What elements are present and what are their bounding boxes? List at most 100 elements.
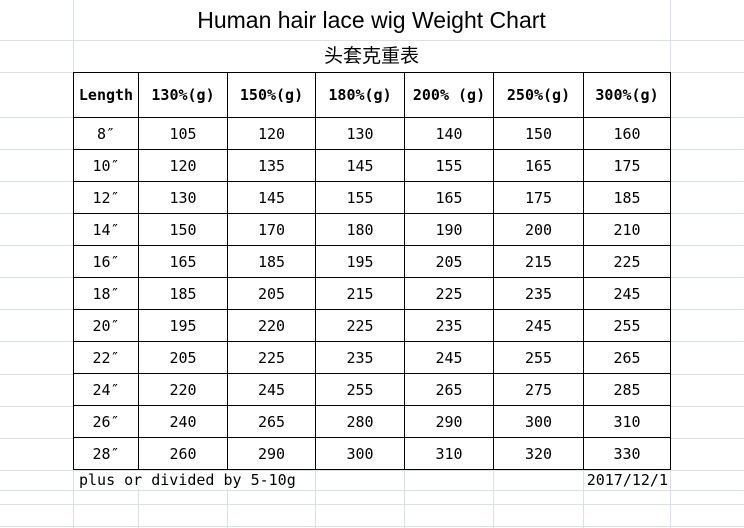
- weight-cell: 235: [404, 309, 494, 342]
- table-row: 26″ 240 265 280 290 300 310: [73, 405, 671, 438]
- weight-cell: 155: [404, 149, 494, 182]
- weight-cell: 225: [404, 277, 494, 310]
- length-cell: 20″: [73, 309, 139, 342]
- weight-cell: 185: [138, 277, 228, 310]
- weight-cell: 320: [493, 437, 584, 470]
- weight-cell: 150: [138, 213, 228, 246]
- weight-cell: 185: [583, 181, 671, 214]
- length-cell: 10″: [73, 149, 139, 182]
- table-row: 8″ 105 120 130 140 150 160: [73, 117, 671, 150]
- weight-cell: 195: [138, 309, 228, 342]
- weight-cell: 205: [227, 277, 316, 310]
- length-cell: 18″: [73, 277, 139, 310]
- weight-cell: 180: [315, 213, 405, 246]
- weight-cell: 165: [404, 181, 494, 214]
- weight-cell: 105: [138, 117, 228, 150]
- chart-subtitle: 头套克重表: [74, 41, 669, 72]
- weight-cell: 155: [315, 181, 405, 214]
- weight-cell: 245: [227, 373, 316, 406]
- weight-cell: 120: [227, 117, 316, 150]
- header-300pct: 300%(g): [583, 72, 671, 118]
- weight-cell: 165: [138, 245, 228, 278]
- weight-cell: 255: [315, 373, 405, 406]
- weight-cell: 205: [138, 341, 228, 374]
- table-row: 22″ 205 225 235 245 255 265: [73, 341, 671, 374]
- footer-date: 2017/12/1: [586, 471, 668, 489]
- table-row: 16″ 165 185 195 205 215 225: [73, 245, 671, 278]
- weight-cell: 290: [404, 405, 494, 438]
- table-row: 28″ 260 290 300 310 320 330: [73, 437, 671, 470]
- weight-cell: 145: [227, 181, 316, 214]
- weight-cell: 140: [404, 117, 494, 150]
- gridline-horizontal: [0, 470, 744, 471]
- header-130pct: 130%(g): [138, 72, 228, 118]
- length-cell: 14″: [73, 213, 139, 246]
- weight-cell: 170: [227, 213, 316, 246]
- weight-cell: 265: [227, 405, 316, 438]
- weight-cell: 255: [493, 341, 584, 374]
- header-length: Length: [73, 72, 139, 118]
- weight-cell: 215: [493, 245, 584, 278]
- table-row: 10″ 120 135 145 155 165 175: [73, 149, 671, 182]
- weight-cell: 300: [315, 437, 405, 470]
- weight-cell: 220: [227, 309, 316, 342]
- weight-cell: 205: [404, 245, 494, 278]
- weight-cell: 190: [404, 213, 494, 246]
- header-200pct: 200% (g): [404, 72, 494, 118]
- length-cell: 22″: [73, 341, 139, 374]
- footer-note: plus or divided by 5-10g: [74, 471, 315, 489]
- weight-cell: 245: [583, 277, 671, 310]
- weight-cell: 225: [583, 245, 671, 278]
- weight-cell: 330: [583, 437, 671, 470]
- weight-cell: 285: [583, 373, 671, 406]
- weight-cell: 245: [493, 309, 584, 342]
- weight-cell: 225: [227, 341, 316, 374]
- weight-cell: 200: [493, 213, 584, 246]
- weight-table: Length 130%(g) 150%(g) 180%(g) 200% (g) …: [73, 72, 671, 470]
- table-row: 20″ 195 220 225 235 245 255: [73, 309, 671, 342]
- weight-cell: 275: [493, 373, 584, 406]
- weight-cell: 255: [583, 309, 671, 342]
- weight-cell: 310: [404, 437, 494, 470]
- weight-cell: 120: [138, 149, 228, 182]
- weight-cell: 175: [583, 149, 671, 182]
- weight-cell: 135: [227, 149, 316, 182]
- weight-cell: 265: [404, 373, 494, 406]
- weight-cell: 260: [138, 437, 228, 470]
- header-180pct: 180%(g): [315, 72, 405, 118]
- weight-cell: 145: [315, 149, 405, 182]
- weight-cell: 215: [315, 277, 405, 310]
- table-row: 14″ 150 170 180 190 200 210: [73, 213, 671, 246]
- weight-cell: 220: [138, 373, 228, 406]
- weight-cell: 225: [315, 309, 405, 342]
- weight-cell: 265: [583, 341, 671, 374]
- weight-cell: 185: [227, 245, 316, 278]
- gridline-horizontal: [0, 40, 744, 41]
- weight-cell: 245: [404, 341, 494, 374]
- length-cell: 24″: [73, 373, 139, 406]
- weight-cell: 280: [315, 405, 405, 438]
- table-row: 24″ 220 245 255 265 275 285: [73, 373, 671, 406]
- length-cell: 28″: [73, 437, 139, 470]
- weight-cell: 235: [315, 341, 405, 374]
- header-row: Length 130%(g) 150%(g) 180%(g) 200% (g) …: [73, 72, 671, 118]
- weight-cell: 290: [227, 437, 316, 470]
- length-cell: 16″: [73, 245, 139, 278]
- length-cell: 26″: [73, 405, 139, 438]
- header-150pct: 150%(g): [227, 72, 316, 118]
- header-250pct: 250%(g): [493, 72, 584, 118]
- gridline-horizontal: [0, 490, 744, 491]
- weight-cell: 160: [583, 117, 671, 150]
- length-cell: 12″: [73, 181, 139, 214]
- weight-cell: 175: [493, 181, 584, 214]
- weight-cell: 130: [315, 117, 405, 150]
- length-cell: 8″: [73, 117, 139, 150]
- table-row: 18″ 185 205 215 225 235 245: [73, 277, 671, 310]
- weight-cell: 210: [583, 213, 671, 246]
- gridline-horizontal: [0, 526, 744, 527]
- weight-cell: 300: [493, 405, 584, 438]
- table-row: 12″ 130 145 155 165 175 185: [73, 181, 671, 214]
- chart-title: Human hair lace wig Weight Chart: [74, 0, 669, 40]
- weight-cell: 240: [138, 405, 228, 438]
